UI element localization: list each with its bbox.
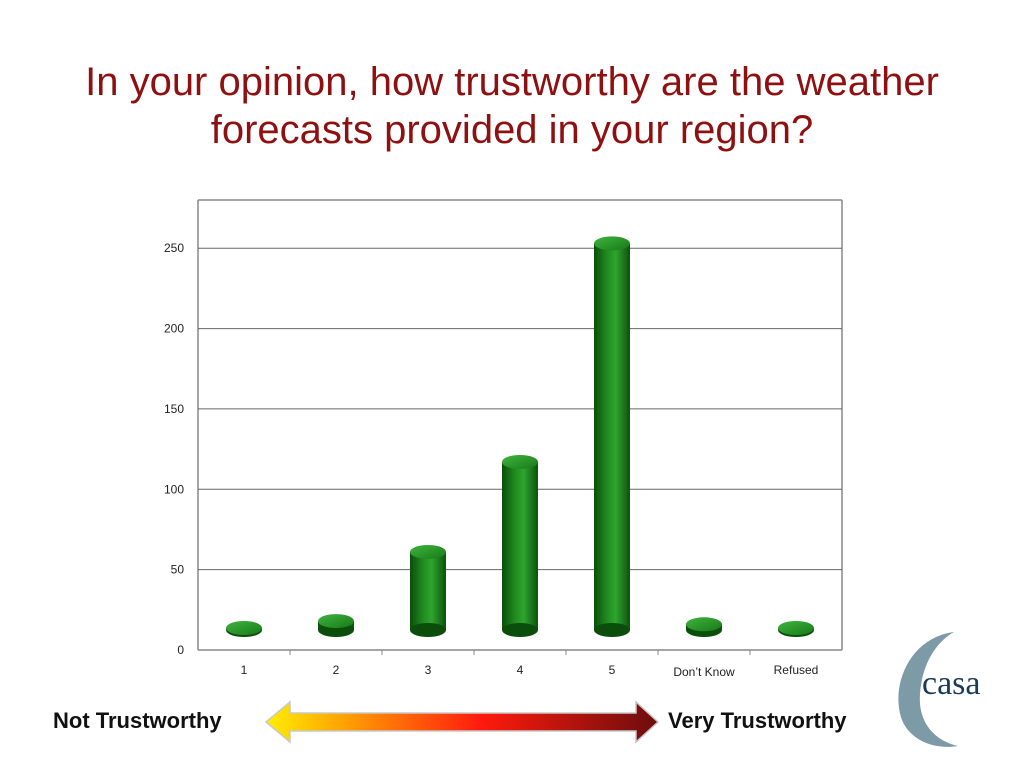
bar-base: [594, 623, 630, 637]
x-tick-label: 5: [609, 663, 616, 677]
bar-cap: [686, 617, 722, 632]
bar-base: [502, 623, 538, 637]
title-line-2: forecasts provided in your region?: [210, 108, 814, 152]
bar-cap: [318, 614, 354, 629]
bar: [226, 621, 262, 637]
bar: [778, 621, 814, 637]
x-tick-label: 1: [241, 663, 248, 677]
x-axis-ticks: 1 2 3 4 5 Don’t Know Refused: [241, 650, 819, 679]
bar-cap: [226, 621, 262, 635]
y-tick-label: 200: [164, 322, 184, 336]
bar-body: [410, 551, 446, 630]
grid-lines: [198, 247, 842, 571]
bar-body: [594, 243, 630, 630]
title-line-1: In your opinion, how trustworthy are the…: [85, 60, 939, 104]
x-tick-label: 2: [333, 663, 340, 677]
bar: [594, 236, 630, 637]
x-tick-label: Refused: [774, 663, 819, 677]
scale-left-label: Not Trustworthy: [53, 708, 222, 733]
x-tick-label: 3: [425, 663, 432, 677]
y-tick-label: 100: [164, 482, 184, 496]
bars: [226, 236, 814, 637]
bar: [410, 544, 446, 637]
bar-base: [410, 623, 446, 637]
trust-scale-arrow: [264, 700, 660, 744]
y-tick-label: 150: [164, 402, 184, 416]
bar: [318, 614, 354, 637]
bar-chart: 0 50 100 150 200 250 1 2 3 4 5 Don’t Know Refused: [164, 199, 843, 679]
scale-right-label: Very Trustworthy: [668, 708, 847, 733]
bar: [502, 454, 538, 637]
bar-cap: [410, 544, 446, 559]
x-tick-label: 4: [517, 663, 524, 677]
bar-cap: [594, 236, 630, 251]
chart-title: In your opinion, how trustworthy are the…: [40, 58, 984, 154]
y-tick-label: 0: [177, 643, 184, 657]
logo-swoosh: [898, 632, 958, 747]
casa-logo: casa: [898, 632, 981, 747]
bar: [686, 617, 722, 637]
y-tick-label: 250: [164, 241, 184, 255]
plot-frame: [197, 199, 843, 651]
y-axis-ticks: 0 50 100 150 200 250: [164, 241, 184, 657]
x-tick-label: Don’t Know: [673, 665, 735, 679]
bar-body: [502, 461, 538, 630]
y-tick-label: 50: [171, 563, 185, 577]
bar-cap: [778, 621, 814, 635]
logo-text: casa: [922, 665, 981, 702]
bar-cap: [502, 454, 538, 469]
